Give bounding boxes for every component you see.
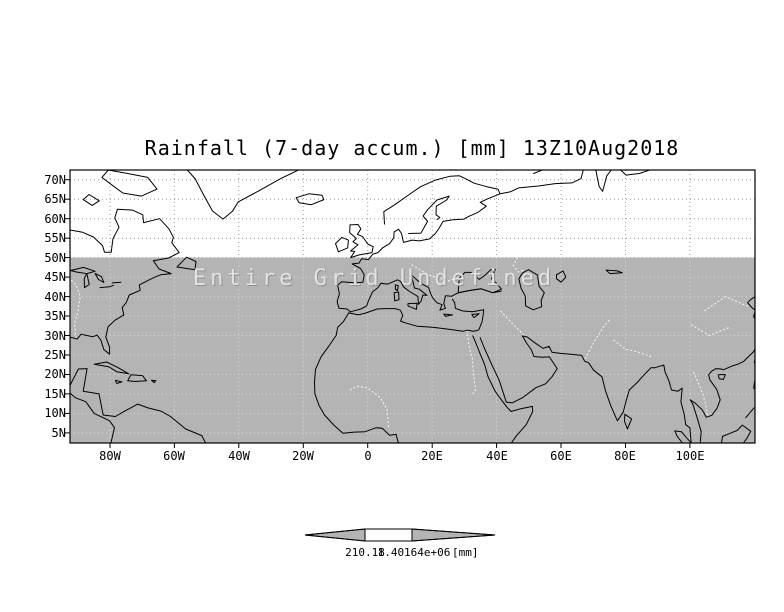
y-tick-label: 10N <box>44 406 66 420</box>
y-tick-label: 25N <box>44 348 66 362</box>
x-tick-label: 40W <box>228 449 250 463</box>
y-tick-label: 50N <box>44 251 66 265</box>
colorbar-right-arrow <box>411 528 496 542</box>
colorbar-label-max: 1.40164e+06 <box>377 546 451 559</box>
y-tick-label: 15N <box>44 387 66 401</box>
y-tick-label: 45N <box>44 270 66 284</box>
map-frame <box>69 169 756 444</box>
undefined-annotation: Entire Grid Undefined <box>192 266 556 291</box>
y-tick-label: 5N <box>51 426 66 440</box>
coastlines <box>70 170 755 443</box>
y-tick-label: 55N <box>44 231 66 245</box>
plot-title: Rainfall (7-day accum.) [mm] 13Z10Aug201… <box>144 136 680 160</box>
x-tick-label: 80W <box>99 449 121 463</box>
colorbar-units: [mm] <box>452 546 479 559</box>
y-tick-label: 40N <box>44 290 66 304</box>
x-tick-label: 100E <box>675 449 705 463</box>
colorbar <box>304 528 496 542</box>
x-tick-label: 0 <box>364 449 372 463</box>
y-tick-label: 20N <box>44 367 66 381</box>
colorbar-label-min: 210.18 <box>345 546 385 559</box>
y-tick-label: 65N <box>44 192 66 206</box>
x-tick-label: 60W <box>163 449 185 463</box>
x-tick-label: 40E <box>486 449 508 463</box>
y-tick-label: 60N <box>44 212 66 226</box>
rivers <box>70 257 749 430</box>
x-tick-label: 60E <box>550 449 572 463</box>
x-tick-label: 20E <box>421 449 443 463</box>
y-tick-label: 35N <box>44 309 66 323</box>
colorbar-left-arrow <box>304 528 366 542</box>
x-tick-label: 20W <box>292 449 314 463</box>
axis-ticks <box>65 179 691 448</box>
y-tick-label: 70N <box>44 173 66 187</box>
undefined-region <box>70 257 755 443</box>
x-tick-label: 80E <box>614 449 636 463</box>
y-tick-label: 30N <box>44 329 66 343</box>
